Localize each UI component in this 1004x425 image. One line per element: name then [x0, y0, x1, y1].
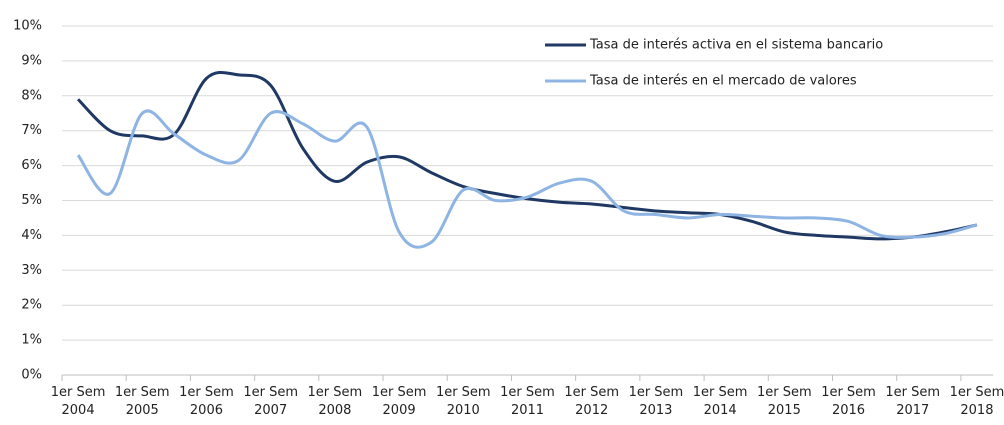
x-tick-label: 1er Sem 2014	[692, 385, 748, 418]
x-tick-label: 1er Sem 2006	[179, 385, 234, 418]
x-tick-label: 1er Sem 2005	[114, 385, 170, 418]
y-tick-label: 5%	[21, 193, 42, 208]
x-tick-label: 1er Sem 2018	[949, 385, 1004, 418]
x-tick-label: 1er Sem 2010	[435, 385, 491, 418]
x-tick-label: 1er Sem 2016	[821, 385, 876, 418]
x-tick-label: 1er Sem 2008	[307, 385, 363, 418]
series-line	[76, 109, 978, 249]
x-tick-label: 1er Sem 2017	[885, 385, 941, 418]
y-tick-label: 4%	[21, 228, 42, 243]
legend-label: Tasa de interés activa en el sistema ban…	[589, 38, 883, 53]
x-tick-label: 1er Sem 2011	[500, 385, 555, 418]
y-tick-label: 1%	[21, 333, 42, 348]
y-tick-label: 7%	[21, 123, 42, 138]
x-tick-label: 1er Sem 2007	[243, 385, 298, 418]
x-tick-label: 1er Sem 2015	[756, 385, 812, 418]
y-tick-label: 0%	[21, 368, 42, 383]
y-tick-label: 3%	[21, 263, 42, 278]
y-tick-label: 6%	[21, 158, 42, 173]
x-tick-label: 1er Sem 2013	[628, 385, 684, 418]
y-tick-label: 2%	[21, 298, 42, 313]
series-line	[76, 70, 978, 241]
y-tick-label: 10%	[13, 19, 42, 34]
x-tick-label: 1er Sem 2004	[50, 385, 106, 418]
y-tick-label: 9%	[21, 53, 42, 68]
x-tick-label: 1er Sem 2009	[371, 385, 427, 418]
x-tick-label: 1er Sem 2012	[564, 385, 620, 418]
legend-label: Tasa de interés en el mercado de valores	[589, 74, 857, 89]
y-tick-label: 8%	[21, 88, 42, 103]
